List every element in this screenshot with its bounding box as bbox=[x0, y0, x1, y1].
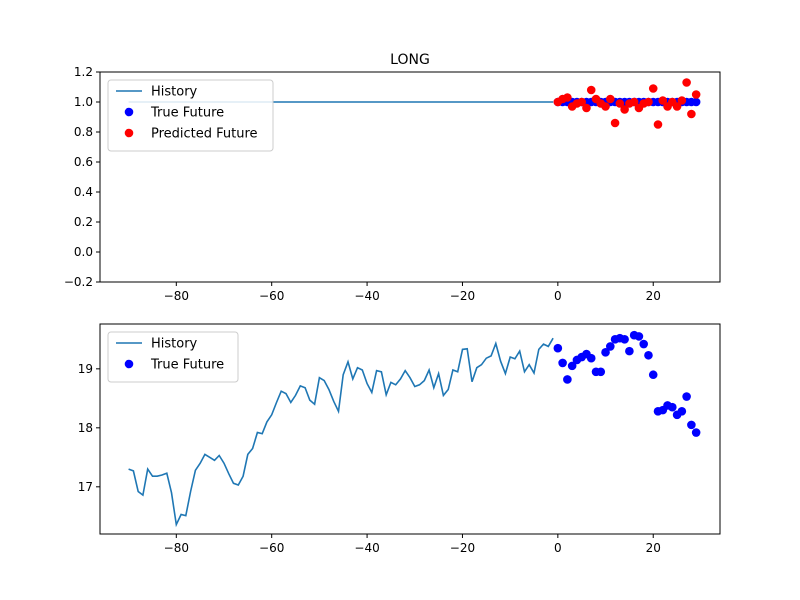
scatter-point-true-future bbox=[644, 350, 653, 360]
x-tick-label: −60 bbox=[259, 289, 284, 303]
y-tick-label: 0.4 bbox=[74, 185, 93, 199]
legend: History True Future bbox=[107, 331, 239, 383]
scatter-point-predicted-future bbox=[682, 78, 691, 87]
x-tick-label: −20 bbox=[450, 289, 475, 303]
x-tick-label: −40 bbox=[354, 541, 379, 555]
axes-frame bbox=[99, 71, 721, 283]
legend-label: History bbox=[151, 337, 198, 352]
legend-label: True Future bbox=[150, 106, 224, 121]
scatter-point-predicted-future bbox=[629, 97, 639, 107]
scatter-point-true-future bbox=[567, 361, 577, 371]
x-tick-label: 0 bbox=[554, 541, 562, 555]
x-tick-label: 0 bbox=[554, 289, 562, 303]
legend-label: History bbox=[151, 85, 198, 100]
scatter-point-predicted-future bbox=[610, 118, 620, 128]
scatter-point-true-future bbox=[601, 348, 610, 357]
scatter-point-predicted-future bbox=[582, 103, 591, 113]
chart-title: LONG bbox=[390, 52, 430, 68]
scatter-point-true-future bbox=[553, 343, 563, 353]
scatter-point-true-future bbox=[634, 332, 644, 341]
legend-label: Predicted Future bbox=[151, 127, 258, 142]
x-tick-label: 20 bbox=[646, 289, 661, 303]
scatter-point-true-future bbox=[639, 339, 648, 349]
y-tick-label: 1.0 bbox=[74, 95, 93, 109]
scatter-point-predicted-future bbox=[577, 97, 586, 107]
y-tick-label: 0.2 bbox=[74, 215, 93, 229]
scatter-point-true-future bbox=[687, 420, 696, 430]
chart-bottom: −80 −60 −40 −20 0 20 17 18 19 History True Future bbox=[78, 323, 721, 555]
x-tick-label: −80 bbox=[164, 541, 189, 555]
y-tick-label: 17 bbox=[78, 480, 93, 494]
x-tick-label: −40 bbox=[354, 289, 379, 303]
x-tick-label: 20 bbox=[646, 541, 661, 555]
scatter-point-predicted-future bbox=[677, 96, 687, 105]
scatter-point-predicted-future bbox=[586, 85, 596, 95]
x-tick-label: −80 bbox=[164, 289, 189, 303]
scatter-point-true-future bbox=[682, 392, 691, 401]
legend: History True Future Predicted Future bbox=[107, 79, 274, 152]
scatter-point-predicted-future bbox=[563, 93, 572, 102]
y-tick-label: 0.8 bbox=[74, 125, 93, 139]
scatter-point-true-future bbox=[586, 353, 596, 363]
scatter-point-predicted-future bbox=[653, 120, 663, 129]
scatter-point-true-future bbox=[648, 370, 658, 380]
y-tick-label: 0.0 bbox=[74, 245, 93, 259]
axes-frame bbox=[99, 323, 721, 535]
scatter-point-true-future bbox=[558, 358, 567, 368]
y-tick-label: 1.2 bbox=[74, 65, 93, 79]
scatter-point-predicted-future bbox=[658, 96, 668, 105]
x-tick-label: −60 bbox=[259, 541, 284, 555]
x-tick-label: −20 bbox=[450, 541, 475, 555]
scatter-point-true-future bbox=[677, 407, 687, 416]
scatter-point-predicted-future bbox=[601, 102, 610, 111]
scatter-point-true-future bbox=[691, 428, 701, 437]
scatter-point-predicted-future bbox=[620, 105, 629, 114]
legend-label: True Future bbox=[150, 358, 224, 373]
legend-marker-swatch bbox=[124, 359, 134, 369]
scatter-point-true-future bbox=[691, 97, 701, 107]
chart-top-long: LONG −80 −60 −40 −20 0 20 −0.2 0.0 0.2 0.4 0.6 0.8 1.… bbox=[64, 52, 721, 303]
scatter-point-predicted-future bbox=[691, 90, 701, 99]
scatter-point-predicted-future bbox=[687, 109, 696, 119]
series-line-history bbox=[128, 337, 554, 528]
scatter-point-true-future bbox=[625, 346, 634, 356]
scatter-point-predicted-future bbox=[644, 97, 653, 107]
y-tick-label: 0.6 bbox=[74, 155, 93, 169]
scatter-point-true-future bbox=[620, 335, 629, 344]
scatter-point-true-future bbox=[606, 342, 615, 351]
scatter-point-true-future bbox=[668, 402, 677, 412]
scatter-point-predicted-future bbox=[648, 84, 658, 93]
legend-marker-swatch bbox=[124, 128, 134, 138]
y-tick-label: −0.2 bbox=[64, 275, 93, 289]
legend-marker-swatch bbox=[124, 107, 134, 117]
y-tick-label: 18 bbox=[78, 421, 93, 435]
scatter-point-true-future bbox=[596, 367, 606, 377]
legend-box bbox=[107, 331, 239, 383]
legend-box bbox=[107, 79, 274, 152]
scatter-point-true-future bbox=[563, 375, 572, 384]
scatter-point-predicted-future bbox=[606, 94, 615, 104]
scatter-point-predicted-future bbox=[672, 102, 682, 111]
scatter-point-predicted-future bbox=[615, 99, 625, 108]
y-tick-label: 19 bbox=[78, 362, 93, 376]
